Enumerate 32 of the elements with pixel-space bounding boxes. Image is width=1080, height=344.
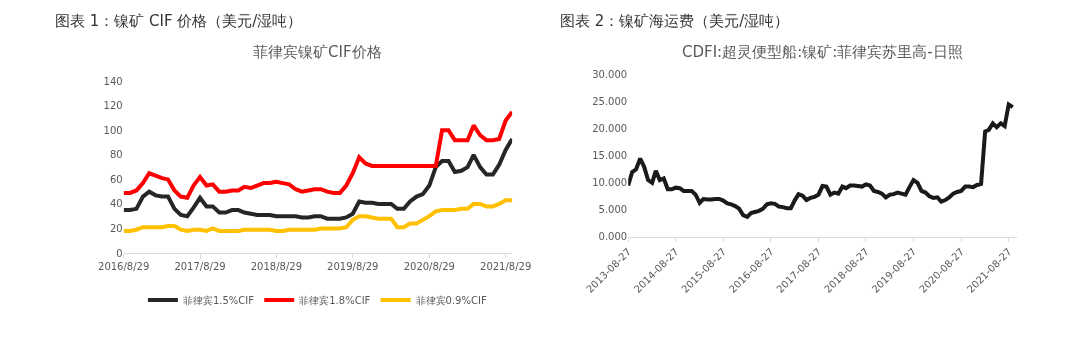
y-tick-label: 100 [103,124,123,136]
legend-label: 菲律宾1.8%CIF [299,294,371,306]
y-tick-label: 0 [116,247,123,259]
legend-label: 菲律宾0.9%CIF [415,294,487,306]
chart-subtitle: 菲律宾镍矿CIF价格 [253,43,382,61]
y-tick-label: 60 [109,173,123,185]
y-tick-label: 20 [109,222,123,234]
legend-label: 菲律宾1.5%CIF [182,294,255,306]
y-tick-label: 80 [109,149,123,161]
y-tick-label: 20.000 [592,123,628,135]
y-tick-label: 0.000 [598,231,628,243]
line-series [123,109,513,200]
x-tick-label: 2021/8/29 [480,261,532,272]
y-tick-label: 10.000 [592,177,628,189]
y-tick-label: 5.000 [598,204,628,216]
x-tick-label: 2017/8/29 [174,261,226,272]
chart-title: 图表 1：镍矿 CIF 价格（美元/湿吨） [55,12,303,30]
chart-subtitle: CDFI:超灵便型船:镍矿:菲律宾苏里高-日照 [682,43,963,61]
x-tick-label: 2016/8/29 [98,261,150,272]
chart-title: 图表 2：镍矿海运费（美元/湿吨） [560,12,790,30]
line-series [123,198,513,233]
y-tick-label: 30.000 [592,69,628,81]
y-tick-label: 140 [103,75,123,87]
line-series [628,102,1015,219]
x-tick-label: 2018/8/29 [250,261,303,272]
x-tick-label: 2020/8/29 [403,261,455,272]
line-series [123,136,513,221]
y-tick-label: 40 [109,198,123,210]
y-tick-label: 15.000 [592,150,628,162]
x-tick-label: 2019/8/29 [327,261,379,272]
y-tick-label: 25.000 [592,96,628,108]
y-tick-label: 120 [103,100,123,112]
